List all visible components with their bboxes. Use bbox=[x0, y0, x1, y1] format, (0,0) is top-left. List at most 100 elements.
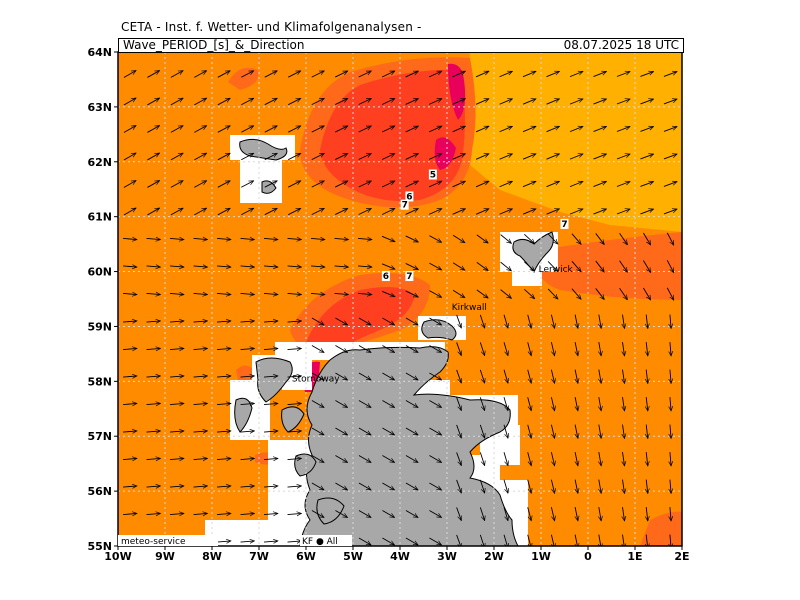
direction-arrow bbox=[546, 71, 560, 78]
direction-arrow bbox=[146, 238, 161, 239]
direction-arrow bbox=[479, 342, 484, 355]
direction-arrow bbox=[194, 125, 206, 133]
direction-arrow bbox=[547, 233, 558, 244]
direction-arrow bbox=[169, 376, 184, 377]
direction-arrow bbox=[241, 97, 253, 106]
direction-arrow bbox=[240, 541, 255, 542]
direction-arrow bbox=[428, 153, 442, 160]
direction-arrow bbox=[670, 424, 671, 439]
direction-arrow bbox=[663, 99, 677, 105]
x-tick-label: 7W bbox=[249, 550, 269, 563]
contour-label-bg bbox=[405, 191, 414, 202]
direction-arrow bbox=[527, 534, 532, 546]
direction-arrow bbox=[429, 510, 441, 518]
direction-arrow bbox=[358, 98, 372, 105]
town-labels: Lerwick Kirkwall Stornoway bbox=[292, 265, 574, 385]
direction-arrow bbox=[452, 262, 465, 270]
direction-arrow bbox=[264, 180, 277, 188]
direction-arrow bbox=[287, 486, 302, 487]
direction-arrow bbox=[335, 153, 348, 160]
direction-arrow bbox=[263, 321, 278, 322]
direction-arrow bbox=[241, 152, 253, 161]
direction-arrow bbox=[456, 452, 462, 465]
direction-arrow bbox=[311, 455, 324, 463]
direction-arrow bbox=[643, 232, 650, 245]
direction-arrow bbox=[571, 260, 581, 272]
direction-arrow bbox=[358, 317, 371, 325]
direction-arrow bbox=[170, 152, 183, 161]
x-tick-label: 8W bbox=[202, 550, 222, 563]
orkney-islands bbox=[421, 319, 457, 341]
header-bar: Wave_PERIOD_[s]_&_Direction 08.07.2025 1… bbox=[118, 38, 684, 53]
direction-arrow bbox=[123, 181, 136, 188]
graticule bbox=[118, 52, 682, 546]
direction-arrow bbox=[479, 369, 484, 383]
direction-arrow bbox=[264, 70, 277, 78]
direction-arrow bbox=[503, 452, 508, 465]
direction-arrow bbox=[147, 97, 159, 106]
direction-arrow bbox=[193, 293, 208, 294]
direction-arrow bbox=[263, 486, 278, 487]
direction-arrow bbox=[263, 238, 278, 239]
direction-arrow bbox=[429, 262, 441, 271]
direction-arrow bbox=[429, 345, 441, 353]
direction-arrow bbox=[575, 369, 578, 384]
period-band-north-peak bbox=[434, 63, 466, 170]
direction-arrow bbox=[452, 153, 466, 160]
direction-arrow bbox=[217, 207, 230, 216]
direction-arrow bbox=[595, 288, 605, 299]
direction-arrow bbox=[405, 290, 419, 298]
direction-arrow bbox=[381, 208, 395, 215]
direction-arrow bbox=[599, 507, 601, 521]
direction-arrow bbox=[475, 125, 489, 133]
town-label: Lerwick bbox=[539, 265, 574, 275]
direction-arrow bbox=[405, 180, 419, 188]
direction-arrow bbox=[666, 232, 675, 245]
direction-arrow bbox=[263, 458, 278, 459]
direction-arrow bbox=[405, 263, 419, 270]
contour-label: 6 bbox=[383, 272, 389, 282]
direction-arrow bbox=[263, 431, 278, 432]
direction-arrow bbox=[452, 70, 466, 78]
direction-arrow bbox=[146, 486, 161, 487]
contour-label: 5 bbox=[430, 171, 436, 181]
x-tick-label: 5W bbox=[343, 550, 363, 563]
direction-arrow bbox=[170, 70, 183, 78]
direction-arrow bbox=[593, 209, 606, 215]
direction-arrow bbox=[335, 455, 347, 463]
direction-arrow bbox=[287, 458, 302, 459]
direction-arrow bbox=[123, 208, 136, 216]
direction-arrow bbox=[216, 486, 231, 487]
direction-arrow bbox=[122, 321, 137, 322]
direction-arrow bbox=[499, 98, 513, 105]
direction-arrow bbox=[169, 238, 184, 239]
direction-arrow bbox=[122, 293, 137, 294]
direction-arrow bbox=[381, 70, 395, 78]
direction-arrow bbox=[216, 321, 231, 322]
direction-arrow bbox=[263, 266, 278, 267]
direction-arrow bbox=[382, 317, 394, 325]
direction-arrow bbox=[503, 397, 508, 410]
direction-arrow bbox=[147, 152, 159, 161]
direction-arrow bbox=[169, 348, 184, 349]
direction-arrow bbox=[357, 293, 372, 294]
direction-arrow bbox=[623, 479, 625, 494]
direction-arrow bbox=[571, 288, 581, 300]
direction-arrow bbox=[599, 397, 601, 411]
direction-arrow bbox=[475, 208, 489, 215]
direction-arrow bbox=[527, 342, 532, 356]
direction-arrow bbox=[663, 182, 677, 187]
direction-arrow bbox=[575, 424, 578, 439]
direction-arrow bbox=[357, 266, 372, 267]
direction-arrow bbox=[311, 97, 325, 106]
direction-arrow bbox=[550, 534, 554, 546]
y-tick-label: 57N bbox=[87, 430, 112, 443]
direction-arrow bbox=[475, 153, 489, 160]
direction-arrow bbox=[216, 238, 231, 239]
direction-arrow bbox=[646, 534, 648, 546]
direction-arrow bbox=[405, 510, 418, 518]
direction-arrow bbox=[575, 479, 578, 494]
direction-arrow bbox=[240, 376, 255, 377]
direction-arrow bbox=[405, 70, 419, 78]
direction-arrow bbox=[456, 369, 462, 383]
